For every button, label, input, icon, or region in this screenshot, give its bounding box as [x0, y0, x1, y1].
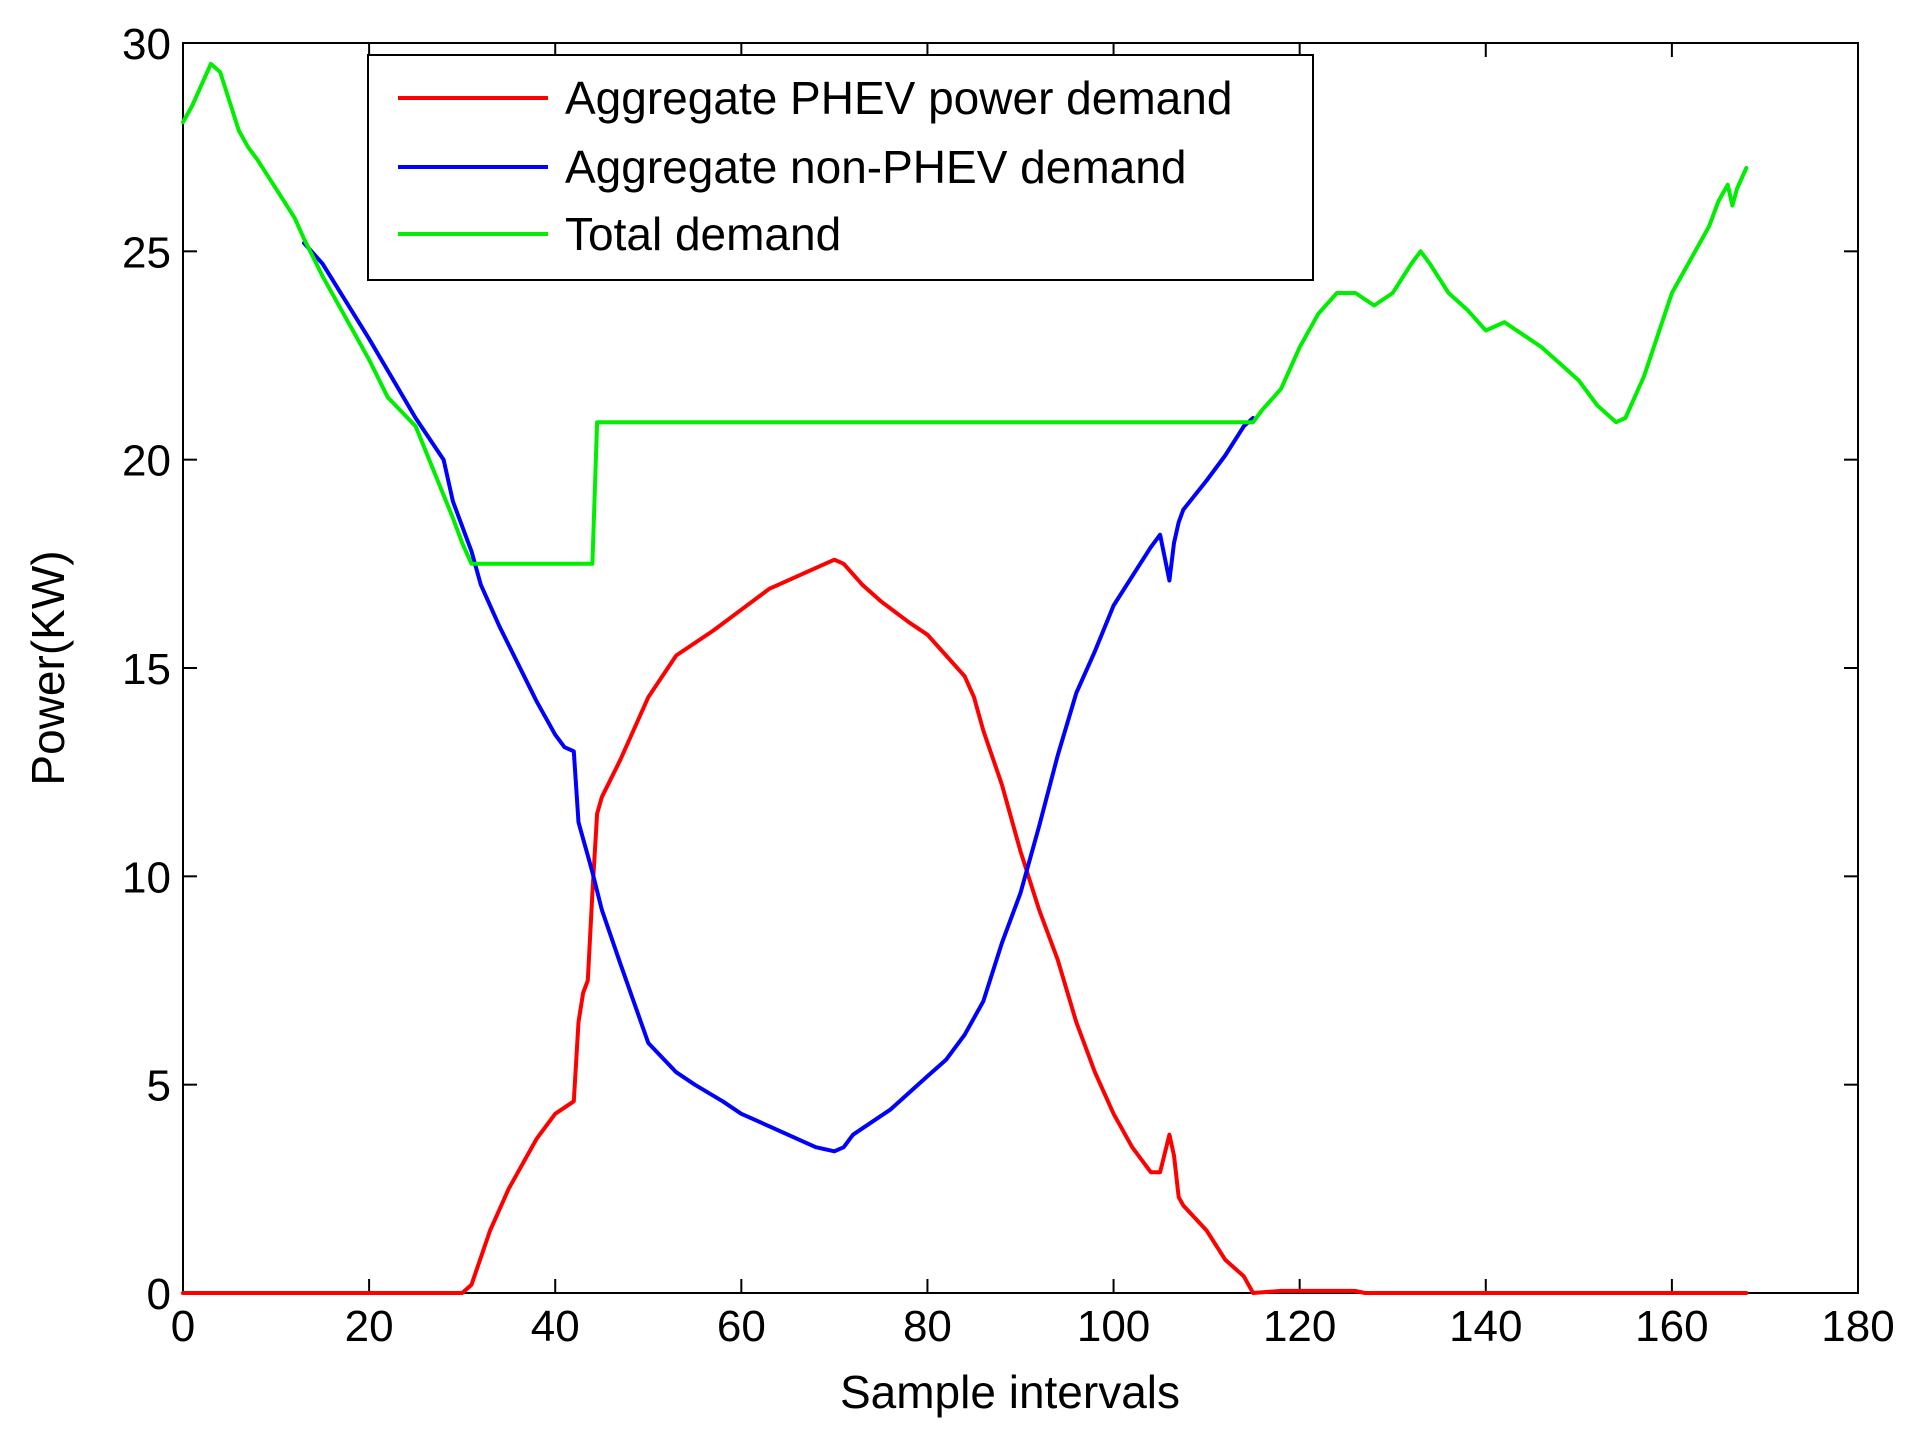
y-tick-label: 20	[122, 437, 171, 486]
legend-label-total: Total demand	[565, 208, 841, 260]
legend: Aggregate PHEV power demand Aggregate no…	[367, 54, 1314, 281]
x-tick-label: 120	[1263, 1302, 1336, 1351]
legend-label-phev: Aggregate PHEV power demand	[565, 72, 1232, 124]
x-tick-label: 180	[1821, 1302, 1894, 1351]
x-axis-label: Sample intervals	[840, 1366, 1180, 1418]
y-tick-label: 0	[147, 1270, 171, 1319]
x-tick-label: 0	[171, 1302, 195, 1351]
y-tick-label: 30	[122, 20, 171, 69]
legend-label-non-phev: Aggregate non-PHEV demand	[565, 141, 1186, 193]
y-tick-label: 15	[122, 645, 171, 694]
series-line-phev	[181, 557, 1749, 1295]
series-lines	[181, 61, 1749, 1295]
y-tick-label: 5	[147, 1062, 171, 1111]
series-line-total	[181, 61, 1749, 566]
x-tick-label: 140	[1449, 1302, 1522, 1351]
y-axis-label: Power(KW)	[22, 550, 74, 785]
series-line-non-phev	[302, 241, 1256, 1154]
axis-tick-labels: 0 20 40 60 80 100 120 140 160 180 0 5 10 15 20 25 30	[122, 20, 1895, 1351]
x-tick-label: 80	[903, 1302, 952, 1351]
x-tick-label: 40	[531, 1302, 580, 1351]
y-tick-label: 10	[122, 853, 171, 902]
y-tick-label: 25	[122, 228, 171, 277]
x-tick-label: 100	[1077, 1302, 1150, 1351]
x-tick-label: 20	[345, 1302, 394, 1351]
x-tick-label: 60	[717, 1302, 766, 1351]
x-tick-label: 160	[1635, 1302, 1708, 1351]
